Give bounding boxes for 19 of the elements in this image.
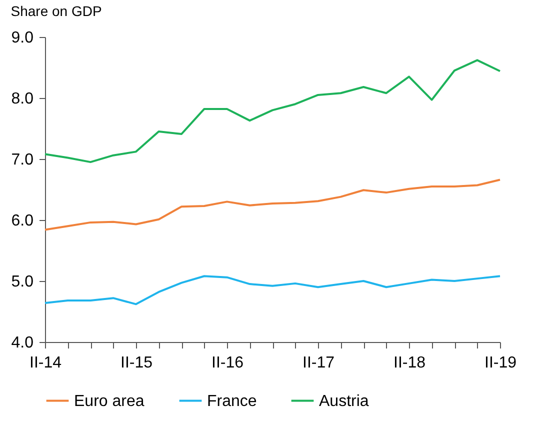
legend-label: France [207,392,257,410]
line-series [44,178,501,231]
x-tick-label: II-18 [393,354,426,372]
line-series [44,59,501,164]
y-tick-label: 4.0 [11,334,34,352]
x-tick-label: II-16 [211,354,244,372]
y-tick-label: 6.0 [11,212,34,230]
y-tick-label: 8.0 [11,90,34,108]
y-tick-label: 5.0 [11,274,34,290]
legend-label: Euro area [74,392,144,410]
y-tick-label: 9.0 [11,30,34,46]
x-tick-label: II-14 [29,354,62,372]
legend-label: Austria [319,392,369,410]
chart-title: Share on GDP [10,3,102,19]
x-tick-label: II-19 [484,354,517,372]
line-series [44,275,501,306]
x-tick-label: II-15 [120,354,153,372]
x-tick-label: II-17 [302,354,335,372]
y-tick-label: 7.0 [11,152,34,168]
